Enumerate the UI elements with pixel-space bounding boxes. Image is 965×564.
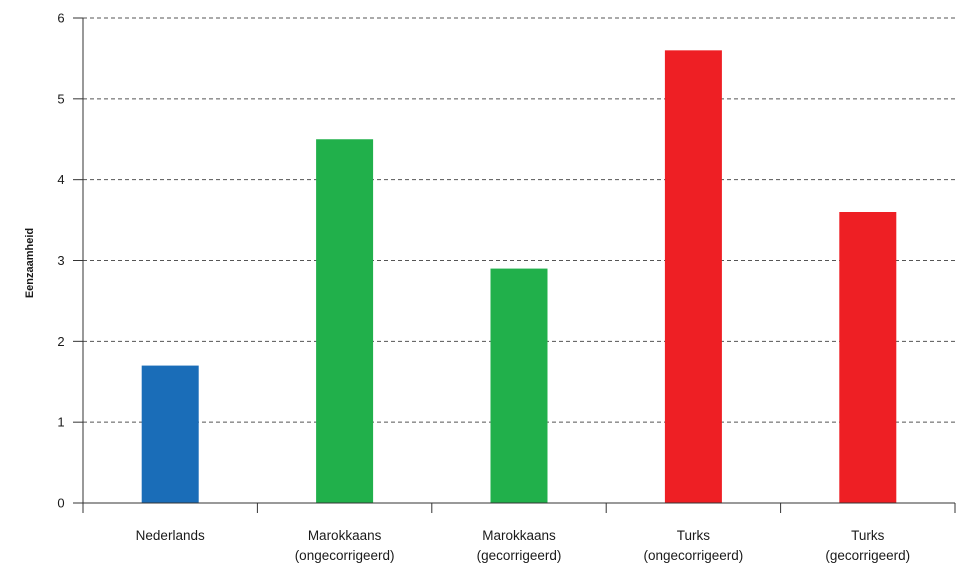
x-tick-label-line: Marokkaans	[308, 528, 382, 543]
y-tick-label: 1	[57, 415, 64, 430]
y-tick-label: 2	[57, 334, 64, 349]
x-tick-labels: Nederlands Marokkaans (ongecorrigeerd)Maro…	[136, 528, 911, 563]
x-tick-label-line: Nederlands	[136, 528, 205, 543]
x-tick-label-line: Marokkaans	[482, 528, 556, 543]
x-tick-label-line: (gecorrigeerd)	[477, 548, 562, 563]
y-tick-label: 3	[57, 253, 64, 268]
x-tick-label-line: (gecorrigeerd)	[825, 548, 910, 563]
bar	[664, 50, 722, 503]
bar	[490, 268, 548, 503]
y-tick-label: 5	[57, 91, 64, 106]
y-axis-label: Eenzaamheid	[24, 228, 36, 298]
bar	[839, 212, 897, 503]
x-tick-label-line: Turks	[677, 528, 710, 543]
bars	[141, 50, 897, 503]
x-tick-label-line: (ongecorrigeerd)	[295, 548, 395, 563]
y-tick-label: 6	[57, 11, 64, 26]
x-tick-label-line: (ongecorrigeerd)	[643, 548, 743, 563]
x-tick-label: Nederlands	[136, 528, 205, 543]
x-tick-label: Marokkaans (ongecorrigeerd)	[295, 528, 395, 563]
bar	[316, 139, 374, 503]
y-tick-labels: 0 1 2 3 4 5 6	[57, 11, 64, 511]
x-tick-label: Turks (gecorrigeerd)	[825, 528, 910, 563]
bar	[141, 365, 199, 503]
y-tick-label: 4	[57, 172, 64, 187]
y-tick-label: 0	[57, 496, 64, 511]
axes	[73, 17, 956, 513]
x-tick-label: Marokkaans (gecorrigeerd)	[477, 528, 562, 563]
x-tick-label: Turks (ongecorrigeerd)	[643, 528, 743, 563]
x-tick-label-line: Turks	[851, 528, 884, 543]
